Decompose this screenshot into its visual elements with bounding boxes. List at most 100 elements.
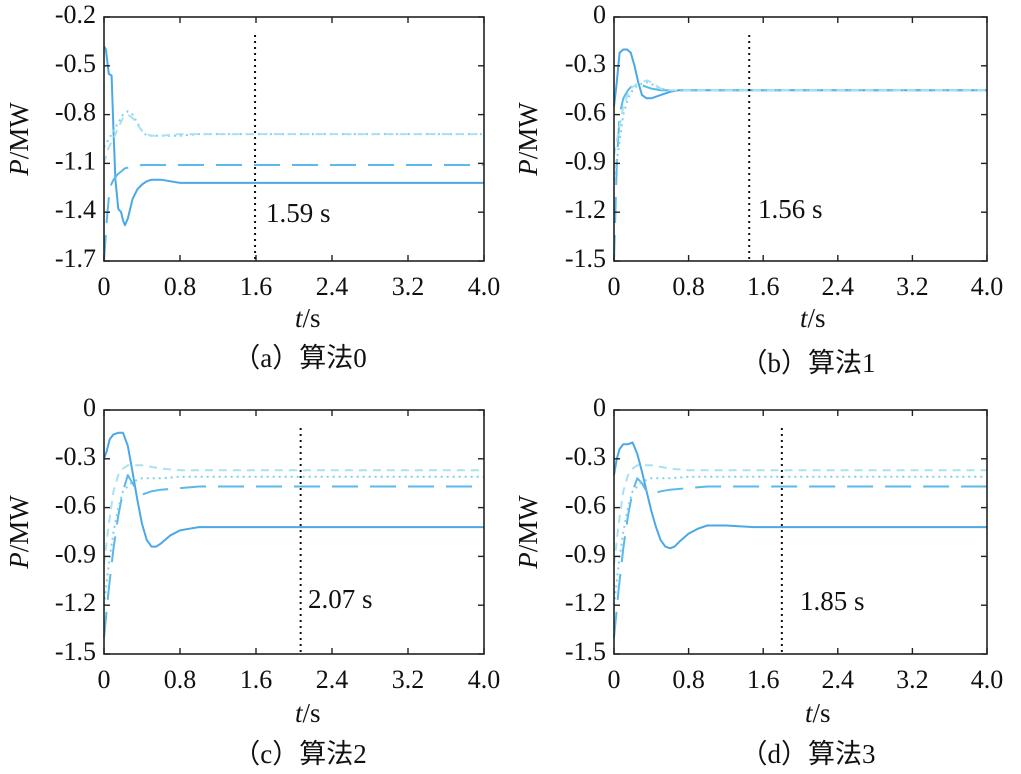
panel-caption: （d）算法3 [741,739,876,769]
y-axis-label: P/MW [4,495,34,570]
x-axis-variable: t [800,303,809,333]
series-line-long-dash [103,474,484,638]
plot-frame [613,16,988,262]
y-axis-variable: P [513,552,543,570]
y-tick-label: -0.6 [565,98,606,127]
y-axis-label: P/MW [4,102,34,177]
y-tick-label: -0.6 [55,491,96,520]
y-tick-label: -0.9 [565,146,606,175]
y-tick-label: 0 [593,0,606,29]
x-axis-label: t/s [295,303,321,333]
x-tick-label: 1.6 [747,665,780,694]
series-line-short-dash [613,464,987,565]
y-tick-label: -0.3 [565,49,606,78]
y-axis-unit: /MW [4,102,34,160]
y-tick-label: -1.4 [55,195,96,224]
y-tick-label: -1.7 [55,244,96,273]
y-tick-label: 0 [593,393,606,422]
y-tick-label: -0.9 [55,539,96,568]
panel-caption: （b）算法1 [741,348,876,378]
series-line-dotted [103,475,484,606]
x-tick-label: 4.0 [971,665,1004,694]
series-line-solid [613,48,987,107]
x-tick-label: 4.0 [468,272,501,301]
y-tick-label: -0.6 [565,491,606,520]
y-axis-unit: /MW [4,495,34,553]
convergence-time-label: 1.59 s [266,198,331,228]
x-tick-label: 3.2 [392,665,425,694]
x-tick-label: 4.0 [971,272,1004,301]
x-tick-label: 0.8 [164,665,197,694]
y-axis-label: P/MW [513,102,543,177]
panel-caption: （c）算法2 [233,739,366,769]
x-axis-label: t/s [295,698,321,728]
x-axis-variable: t [295,303,304,333]
x-axis-unit: /s [303,303,321,333]
x-tick-label: 2.4 [822,272,855,301]
series-line-dotted [613,81,987,180]
x-axis-variable: t [805,698,814,728]
x-tick-label: 0.8 [164,272,197,301]
x-tick-label: 0.8 [672,272,705,301]
series-line-short-dash [613,79,987,156]
y-axis-variable: P [4,552,34,570]
y-axis-unit: /MW [513,102,543,160]
x-tick-label: 0 [608,272,621,301]
x-tick-label: 3.2 [896,665,929,694]
y-tick-label: 0 [83,393,96,422]
y-axis-label: P/MW [513,495,543,570]
convergence-time-label: 1.85 s [800,586,865,616]
series-line-short-dash [103,464,484,565]
y-tick-label: -0.5 [55,49,96,78]
x-axis-unit: /s [303,698,321,728]
x-tick-label: 1.6 [747,272,780,301]
x-axis-label: t/s [800,303,826,333]
y-tick-label: -0.2 [55,0,96,29]
y-tick-label: -0.8 [55,98,96,127]
chart-panel-a: 0 0.8 1.6 2.4 3.2 4.0 -0.2 -0.5 -0.8 -1.1 -1.4 -1.7… [4,0,500,373]
x-tick-label: 2.4 [316,272,349,301]
y-tick-label: -1.2 [565,195,606,224]
series-line-solid [103,431,484,548]
x-tick-label: 2.4 [822,665,855,694]
y-tick-label: -0.3 [55,442,96,471]
chart-panel-d: 0 0.8 1.6 2.4 3.2 4.0 0 -0.3 -0.6 -0.9 -1.2 -1.5 1.8… [513,393,1003,769]
series-line-long-dash [103,164,484,262]
x-axis-unit: /s [813,698,831,728]
x-tick-label: 2.4 [316,665,349,694]
panel-caption: （a）算法0 [233,343,366,373]
y-tick-label: -1.1 [55,146,96,175]
convergence-time-label: 2.07 s [308,584,373,614]
x-tick-label: 0 [608,665,621,694]
x-axis-label: t/s [805,698,831,728]
y-tick-label: -0.9 [565,539,606,568]
chart-panel-b: 0 0.8 1.6 2.4 3.2 4.0 0 -0.3 -0.6 -0.9 -1.2 -1.5 1.5… [513,0,1003,378]
series-line-dotted [103,110,484,148]
y-tick-label: -0.3 [565,442,606,471]
chart-panel-c: 0 0.8 1.6 2.4 3.2 4.0 0 -0.3 -0.6 -0.9 -1.2 -1.5 2.0… [4,393,500,769]
x-tick-label: 4.0 [468,665,501,694]
x-tick-label: 1.6 [240,665,273,694]
series-line-short-dash [103,113,484,164]
x-axis-unit: /s [808,303,826,333]
y-tick-label: -1.5 [55,637,96,666]
y-tick-label: -1.5 [565,637,606,666]
x-tick-label: 1.6 [240,272,273,301]
y-tick-label: -1.5 [565,244,606,273]
y-axis-variable: P [4,159,34,177]
x-tick-label: 3.2 [896,272,929,301]
y-axis-variable: P [513,159,543,177]
y-axis-unit: /MW [513,495,543,553]
x-tick-label: 3.2 [392,272,425,301]
x-tick-label: 0 [98,665,111,694]
plot-frame [103,409,485,655]
y-tick-label: -1.2 [565,588,606,617]
series-line-long-dash [613,82,987,262]
y-tick-label: -1.2 [55,588,96,617]
convergence-time-label: 1.56 s [758,194,823,224]
x-tick-label: 0 [98,272,111,301]
x-axis-variable: t [295,698,304,728]
x-tick-label: 0.8 [672,665,705,694]
plot-frame [613,409,988,655]
